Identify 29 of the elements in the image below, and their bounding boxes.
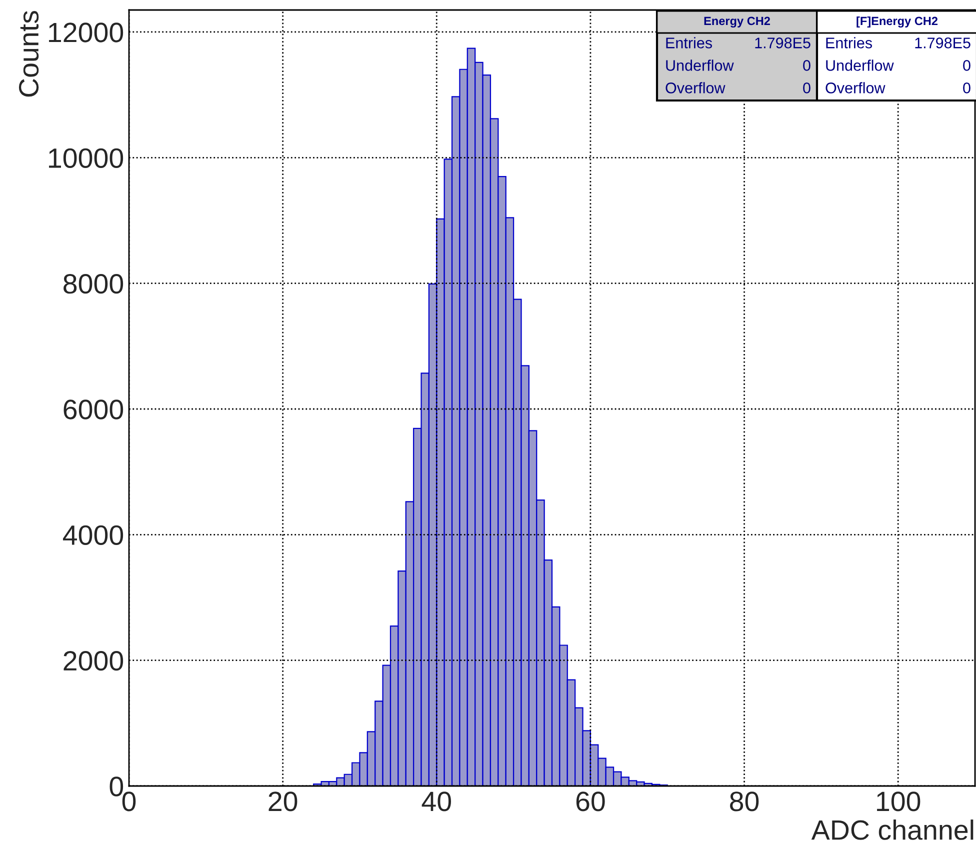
- x-tick-label: 60: [576, 792, 605, 812]
- annotation: Overflow: [666, 82, 726, 94]
- x-axis-title: ADC channel: [811, 820, 974, 840]
- y-tick-label: 10000: [49, 148, 124, 168]
- x-tick-label: 40: [422, 792, 451, 812]
- annotation: 0: [803, 82, 810, 94]
- annotation: Overflow: [826, 82, 886, 94]
- y-axis-title: Counts: [18, 11, 39, 97]
- x-tick-label: 80: [730, 792, 759, 812]
- y-tick-label: 6000: [64, 400, 124, 420]
- x-tick-label: 0: [122, 792, 136, 812]
- annotation: Entries: [666, 37, 712, 48]
- y-tick-label: 8000: [64, 274, 124, 294]
- x-tick-label: 20: [268, 792, 298, 812]
- annotation: 0: [963, 82, 970, 94]
- y-tick-label: 0: [110, 776, 124, 796]
- y-tick-label: 2000: [64, 651, 124, 671]
- annotation: 0: [963, 60, 970, 71]
- annotation: Entries: [826, 37, 872, 48]
- y-tick-label: 12000: [49, 22, 124, 42]
- annotation: [F]Energy CH2: [856, 16, 938, 28]
- annotation: Energy CH2: [704, 16, 770, 28]
- x-tick-label: 100: [877, 792, 920, 812]
- y-tick-label: 4000: [62, 525, 124, 546]
- annotation: 0: [803, 60, 810, 71]
- annotation: Underflow: [666, 60, 734, 71]
- annotation: 1.798E5: [755, 38, 810, 48]
- annotation: Underflow: [826, 60, 894, 71]
- annotation: 1.798E5: [915, 38, 970, 48]
